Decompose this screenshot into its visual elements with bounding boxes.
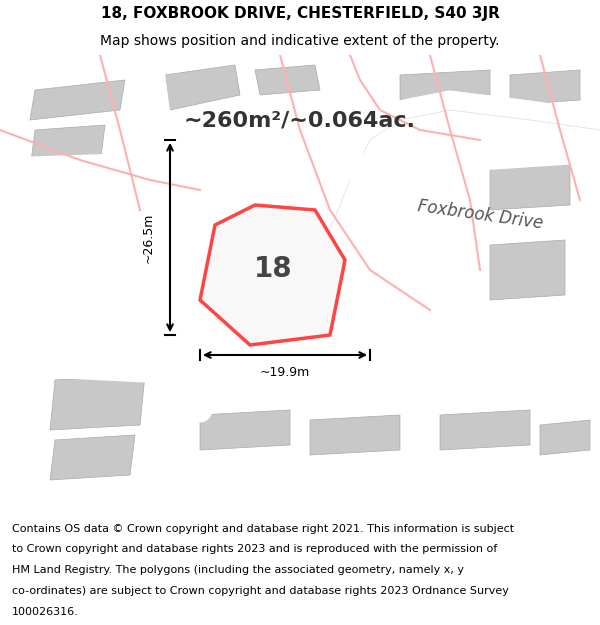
Polygon shape — [200, 410, 290, 450]
Text: Map shows position and indicative extent of the property.: Map shows position and indicative extent… — [100, 34, 500, 48]
Polygon shape — [50, 375, 145, 430]
Polygon shape — [200, 205, 345, 345]
Text: Foxbrook Drive: Foxbrook Drive — [416, 198, 544, 232]
Text: 18, FOXBROOK DRIVE, CHESTERFIELD, S40 3JR: 18, FOXBROOK DRIVE, CHESTERFIELD, S40 3J… — [101, 6, 499, 21]
Text: ~19.9m: ~19.9m — [260, 366, 310, 379]
Polygon shape — [165, 65, 240, 110]
Text: HM Land Registry. The polygons (including the associated geometry, namely x, y: HM Land Registry. The polygons (includin… — [12, 565, 464, 575]
Polygon shape — [490, 240, 565, 300]
Polygon shape — [30, 80, 125, 120]
Polygon shape — [490, 150, 570, 210]
Polygon shape — [310, 415, 400, 455]
Polygon shape — [50, 435, 135, 480]
Text: ~260m²/~0.064ac.: ~260m²/~0.064ac. — [184, 110, 416, 130]
Polygon shape — [400, 70, 490, 100]
Text: Contains OS data © Crown copyright and database right 2021. This information is : Contains OS data © Crown copyright and d… — [12, 524, 514, 534]
Polygon shape — [510, 70, 580, 105]
Text: to Crown copyright and database rights 2023 and is reproduced with the permissio: to Crown copyright and database rights 2… — [12, 544, 497, 554]
Text: 18: 18 — [254, 254, 292, 282]
Text: 100026316.: 100026316. — [12, 607, 79, 617]
Polygon shape — [30, 125, 105, 170]
Polygon shape — [540, 420, 590, 455]
Text: co-ordinates) are subject to Crown copyright and database rights 2023 Ordnance S: co-ordinates) are subject to Crown copyr… — [12, 586, 509, 596]
Polygon shape — [440, 410, 530, 450]
Polygon shape — [255, 65, 320, 95]
Text: ~26.5m: ~26.5m — [142, 213, 155, 262]
